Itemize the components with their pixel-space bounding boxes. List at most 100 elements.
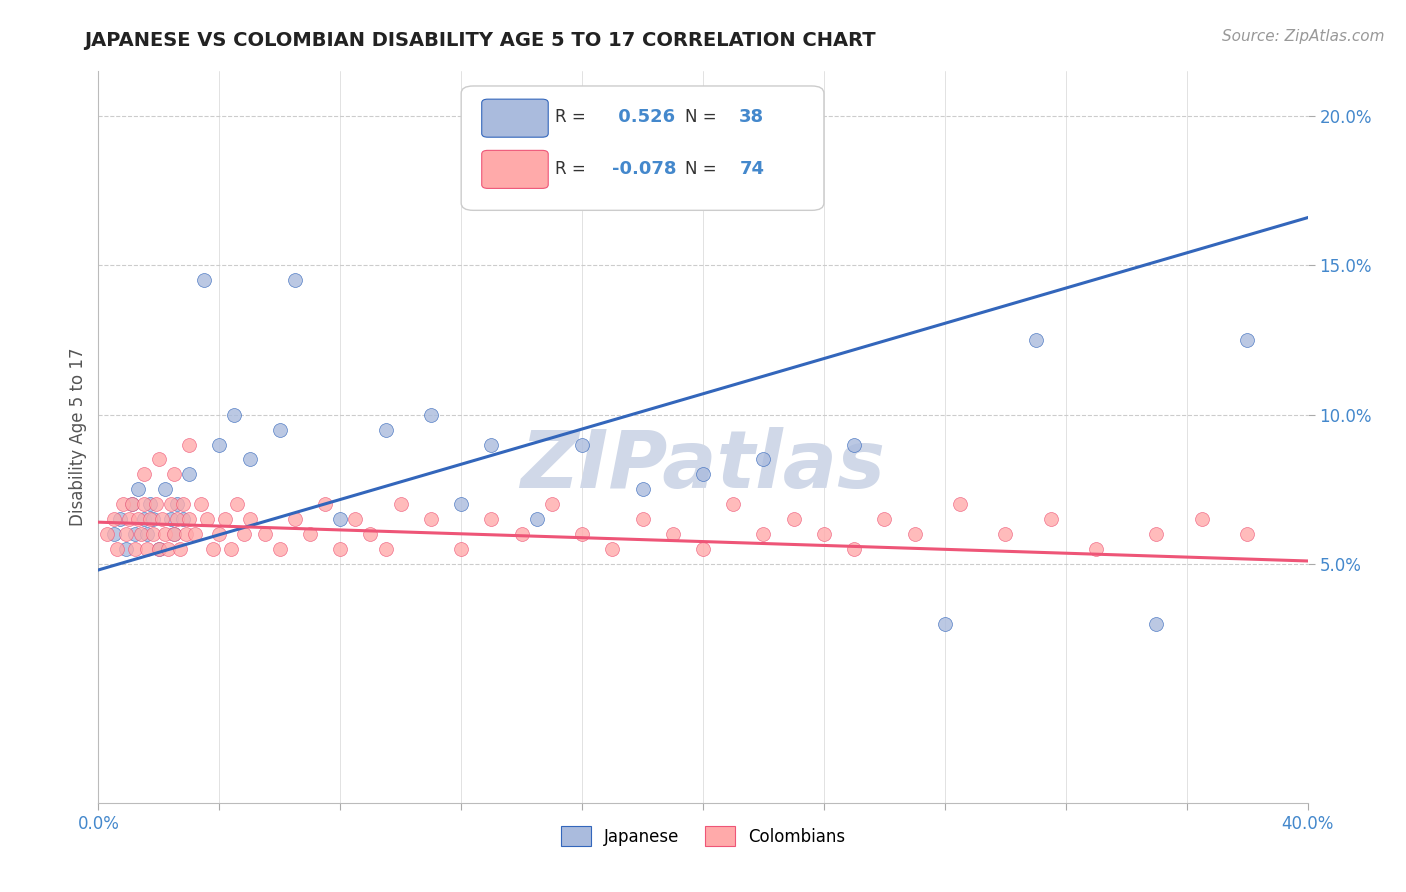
Point (934, 616, 956, 631)
Point (752, 452, 775, 467)
Point (105, 542, 128, 557)
Point (103, 512, 125, 526)
Point (214, 512, 236, 526)
Point (374, 542, 396, 557)
Text: ZIPatlas: ZIPatlas (520, 427, 886, 506)
Point (692, 467, 714, 482)
Point (1085, 542, 1108, 557)
Point (193, 273, 215, 287)
Point (420, 408, 443, 422)
Point (752, 527, 775, 541)
Point (253, 527, 276, 541)
Point (132, 512, 155, 526)
Point (124, 542, 146, 557)
FancyBboxPatch shape (482, 151, 548, 188)
Point (153, 527, 176, 541)
Point (481, 437, 503, 451)
Point (96, 527, 118, 541)
Point (949, 497, 972, 511)
Text: 0.526: 0.526 (613, 109, 675, 127)
Point (172, 497, 194, 511)
Point (184, 527, 207, 541)
Point (108, 512, 131, 526)
Point (156, 542, 179, 557)
Point (420, 512, 443, 526)
Point (374, 423, 396, 437)
Point (540, 497, 562, 511)
Point (114, 527, 136, 541)
Point (127, 483, 149, 497)
Point (269, 423, 291, 437)
Point (571, 527, 593, 541)
Point (153, 483, 176, 497)
Point (163, 527, 186, 541)
Point (163, 527, 186, 541)
Point (269, 542, 291, 557)
Point (208, 437, 231, 451)
Point (208, 527, 231, 541)
Point (179, 437, 201, 451)
Text: Source: ZipAtlas.com: Source: ZipAtlas.com (1222, 29, 1385, 44)
Point (994, 527, 1017, 541)
Point (195, 512, 218, 526)
Text: -0.078: -0.078 (613, 160, 676, 178)
Point (148, 542, 170, 557)
Text: 38: 38 (740, 109, 765, 127)
Point (813, 527, 835, 541)
Point (344, 512, 367, 526)
Point (1236, 333, 1258, 347)
Point (179, 467, 201, 482)
Point (179, 512, 201, 526)
Point (510, 527, 533, 541)
Point (145, 497, 167, 511)
Point (904, 527, 927, 541)
Point (360, 527, 382, 541)
Point (166, 512, 188, 526)
Point (450, 497, 472, 511)
Point (1191, 512, 1213, 526)
Point (148, 452, 170, 467)
Point (127, 512, 149, 526)
Point (166, 497, 188, 511)
Point (135, 527, 157, 541)
Point (723, 497, 745, 511)
FancyBboxPatch shape (482, 99, 548, 137)
Point (329, 542, 352, 557)
Point (661, 527, 683, 541)
Point (150, 512, 173, 526)
Point (692, 542, 714, 557)
Point (226, 497, 249, 511)
Text: R =: R = (555, 109, 592, 127)
Point (232, 527, 254, 541)
Point (124, 527, 146, 541)
Text: 74: 74 (740, 160, 765, 178)
Point (631, 512, 654, 526)
Point (118, 512, 141, 526)
Point (481, 512, 503, 526)
Point (169, 542, 191, 557)
Point (190, 497, 212, 511)
Y-axis label: Disability Age 5 to 17: Disability Age 5 to 17 (69, 348, 87, 526)
Point (121, 497, 143, 511)
FancyBboxPatch shape (461, 86, 824, 211)
Point (284, 512, 307, 526)
Point (135, 542, 157, 557)
Point (160, 512, 183, 526)
Point (284, 273, 307, 287)
Point (1024, 333, 1046, 347)
Point (526, 512, 548, 526)
Point (873, 512, 896, 526)
Point (172, 512, 194, 526)
Point (103, 527, 125, 541)
Point (174, 527, 197, 541)
Point (450, 542, 472, 557)
Point (163, 467, 186, 482)
Point (1144, 616, 1167, 631)
Point (142, 527, 165, 541)
Point (221, 542, 243, 557)
Point (1236, 527, 1258, 541)
Text: N =: N = (685, 160, 721, 178)
Point (114, 542, 136, 557)
Text: N =: N = (685, 109, 721, 127)
Text: JAPANESE VS COLOMBIAN DISABILITY AGE 5 TO 17 CORRELATION CHART: JAPANESE VS COLOMBIAN DISABILITY AGE 5 T… (84, 31, 876, 50)
